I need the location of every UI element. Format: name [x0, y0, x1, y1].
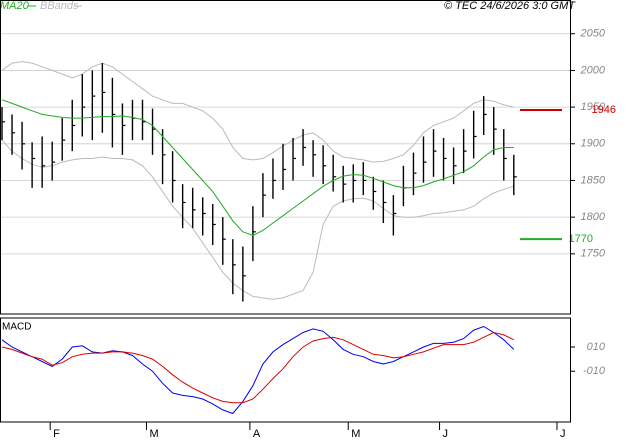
price-frame	[0, 0, 571, 315]
y-tick-label: 1750	[581, 248, 606, 260]
bband-lower	[1, 139, 514, 300]
legend-bbands: BBands	[40, 0, 79, 12]
x-tick-label: A	[253, 428, 261, 440]
ma20-line	[1, 99, 514, 237]
source: © TEC 24/6/2026 3:0 GMT	[444, 0, 576, 12]
bband-upper	[1, 61, 514, 163]
y-tick-label: 010	[587, 341, 606, 353]
x-tick-label: M	[150, 428, 159, 440]
x-tick-label: M	[351, 428, 360, 440]
x-tick-label: J	[560, 428, 566, 440]
price-panel	[0, 0, 570, 314]
legend-ma20: MA20	[0, 0, 30, 12]
macd-title: MACD	[2, 322, 31, 333]
level-label: 1770	[569, 233, 593, 245]
x-tick-label: J	[443, 428, 449, 440]
y-tick-label: 1800	[581, 211, 606, 223]
macd-frame	[0, 317, 571, 423]
macd-line	[1, 331, 515, 404]
x-tick-label: F	[53, 428, 60, 440]
y-tick-label: 2000	[580, 64, 606, 76]
y-tick-label: 1900	[581, 138, 606, 150]
y-tick-label: 1950	[581, 101, 606, 113]
y-tick-label: -010	[583, 365, 606, 377]
macd-line	[1, 325, 515, 415]
y-tick-label: 1850	[581, 174, 606, 186]
y-tick-label: 2050	[580, 28, 606, 40]
level-label: 1946	[592, 104, 616, 116]
